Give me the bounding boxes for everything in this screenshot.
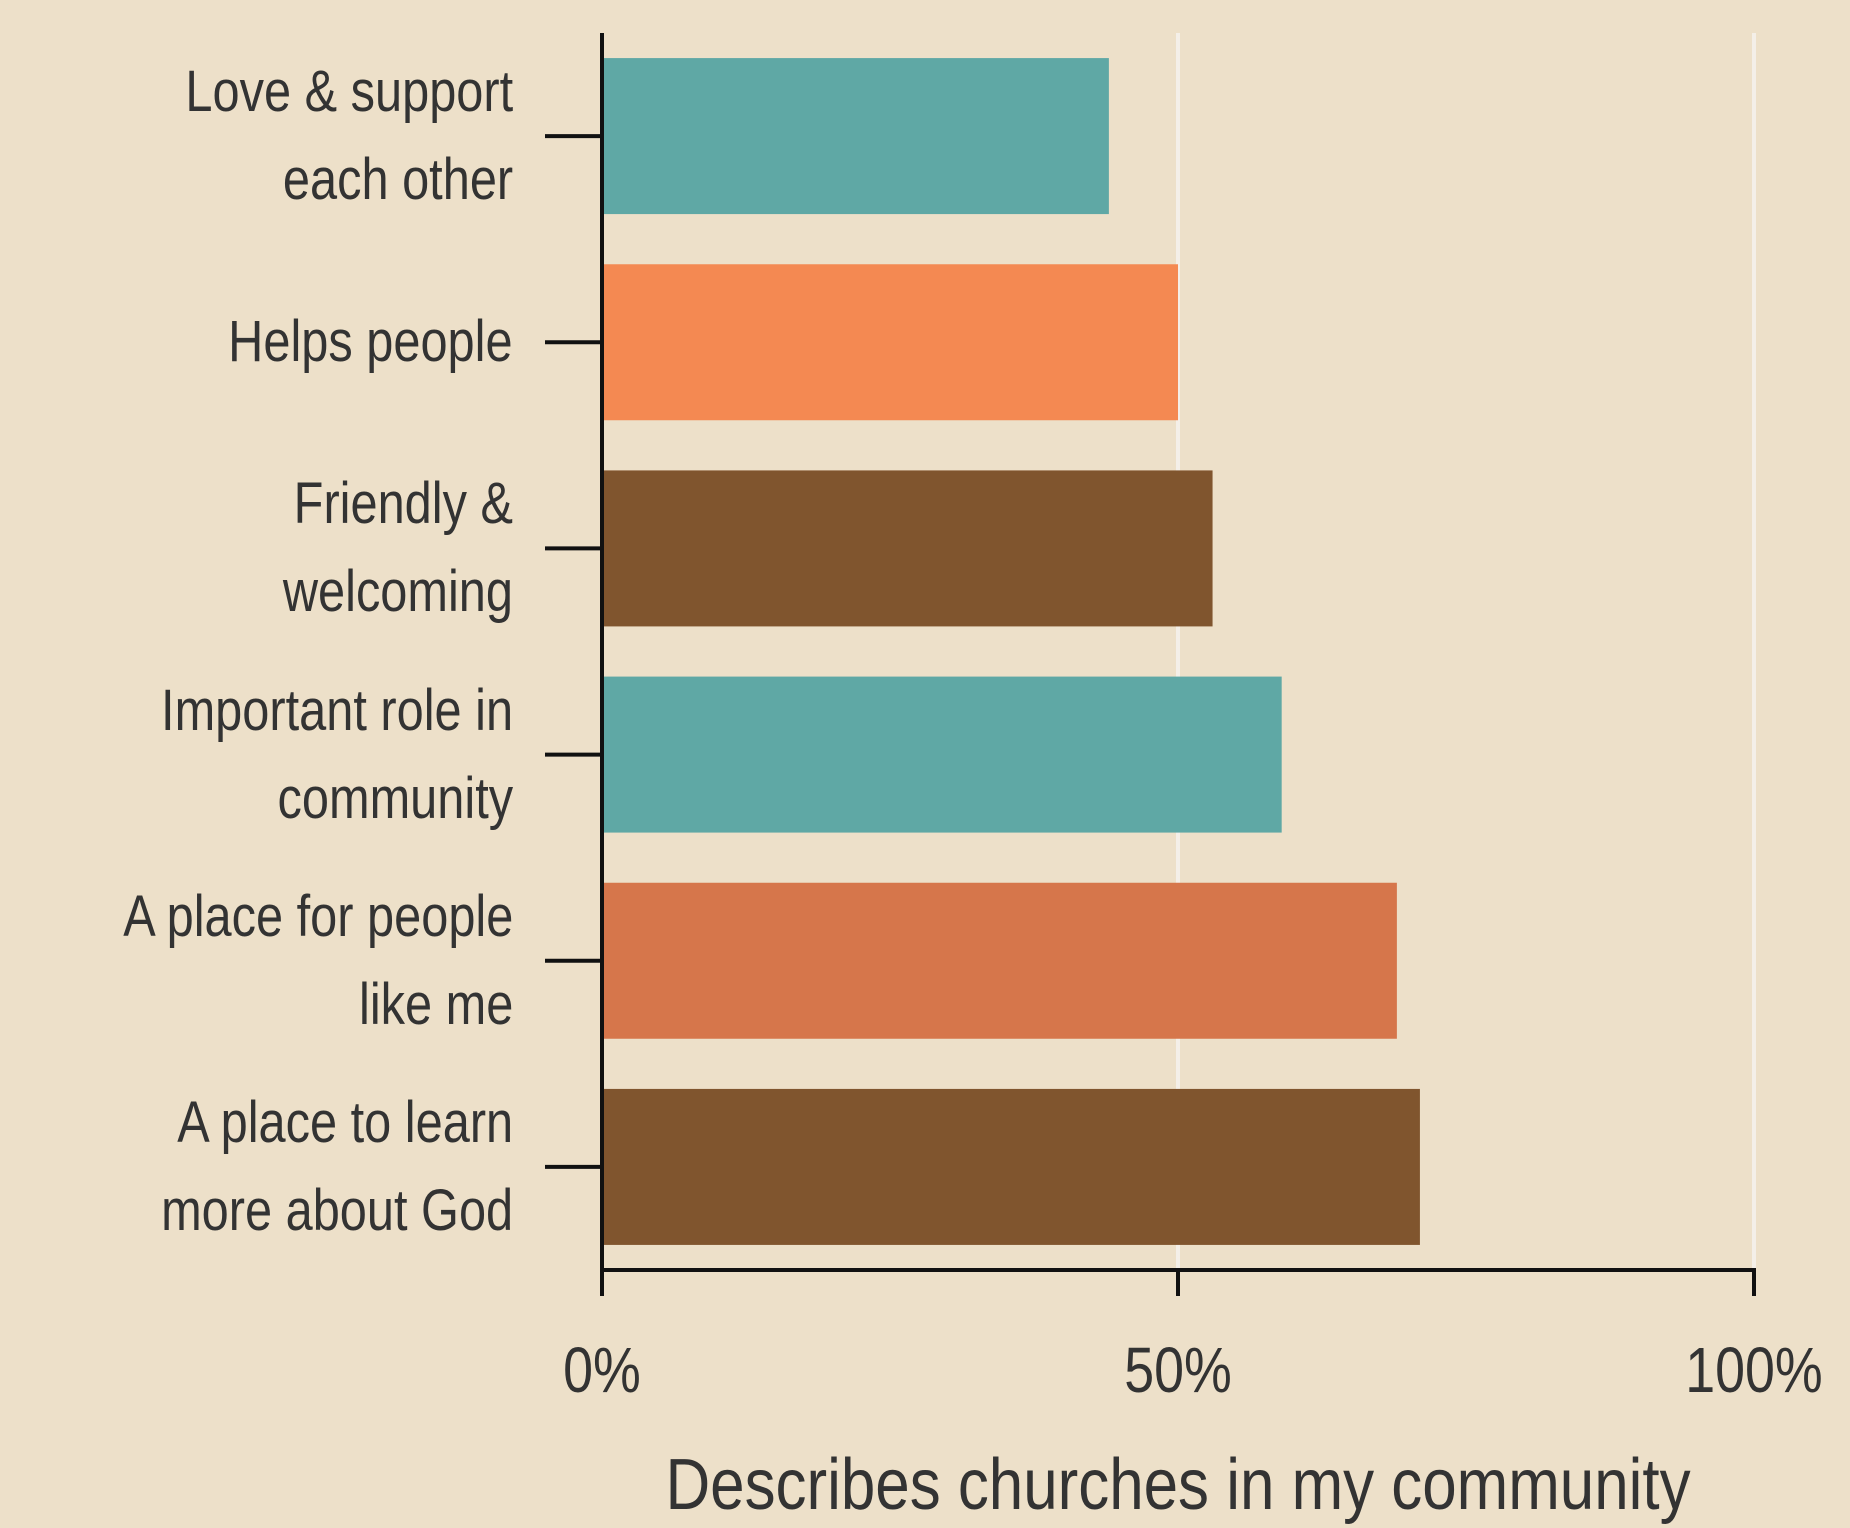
y-tick-label: Friendly & welcoming <box>282 471 513 625</box>
x-tick-label: 100% <box>1685 1333 1822 1406</box>
y-tick-label: Important role in community <box>160 677 513 831</box>
y-tick-label: Love & support each other <box>185 59 513 213</box>
x-tick-label: 0% <box>563 1333 641 1406</box>
x-tick-label: 50% <box>1124 1333 1232 1406</box>
y-tick-label: Helps people <box>228 309 513 375</box>
bar <box>602 1088 1420 1245</box>
y-tick-label: A place to learn more about God <box>160 1089 513 1243</box>
x-axis-title: Describes churches in my community <box>665 1445 1690 1525</box>
y-tick-label: A place for people like me <box>122 883 513 1037</box>
bar <box>602 58 1109 215</box>
bar <box>602 470 1213 627</box>
bar <box>602 882 1397 1039</box>
bar <box>602 676 1282 833</box>
bar <box>602 264 1178 421</box>
